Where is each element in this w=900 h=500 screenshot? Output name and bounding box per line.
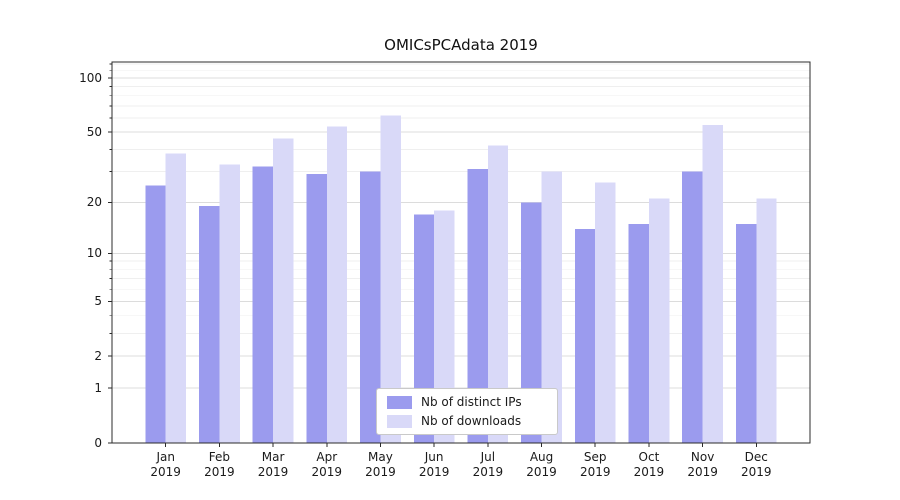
bar-distinct-ips-dec — [735, 223, 757, 443]
x-tick-label-may: May 2019 — [365, 450, 396, 479]
y-tick-label-1: 1 — [94, 380, 102, 395]
bar-distinct-ips-apr — [306, 174, 327, 443]
bar-distinct-ips-mar — [252, 166, 274, 444]
bar-downloads-sep — [595, 182, 616, 444]
y-tick-label-0: 0 — [94, 435, 102, 450]
bar-downloads-aug — [541, 171, 562, 443]
y-tick-label-100: 100 — [79, 70, 102, 85]
bar-distinct-ips-jun — [413, 214, 435, 443]
bar-downloads-jun — [434, 210, 455, 443]
chart-title: OMICsPCAdata 2019 — [384, 36, 538, 54]
y-tick-label-10: 10 — [86, 245, 102, 260]
legend-swatch-distinct-ips-icon — [387, 395, 412, 409]
bar-downloads-may — [380, 115, 401, 444]
x-tick-label-jan: Jan 2019 — [150, 450, 181, 479]
legend: Nb of distinct IPs Nb of downloads — [376, 388, 558, 435]
legend-item-distinct-ips: Nb of distinct IPs — [387, 395, 547, 409]
y-tick-label-5: 5 — [94, 293, 102, 308]
bar-distinct-ips-nov — [682, 171, 703, 443]
bar-downloads-jan — [165, 153, 187, 443]
x-tick-label-nov: Nov 2019 — [687, 450, 718, 479]
legend-swatch-downloads-icon — [387, 414, 412, 428]
bar-downloads-oct — [648, 198, 670, 443]
x-tick-label-feb: Feb 2019 — [204, 450, 235, 479]
x-tick-label-dec: Dec 2019 — [741, 450, 772, 479]
bar-distinct-ips-feb — [198, 206, 220, 443]
bar-downloads-nov — [702, 124, 724, 444]
x-tick-label-jun: Jun 2019 — [418, 450, 450, 479]
bar-downloads-mar — [273, 138, 294, 443]
x-tick-label-mar: Mar 2019 — [257, 450, 289, 479]
plot-border — [111, 61, 811, 444]
y-tick-label-2: 2 — [94, 348, 102, 363]
x-tick-label-aug: Aug 2019 — [526, 450, 557, 479]
x-tick-label-apr: Apr 2019 — [311, 450, 343, 479]
bar-distinct-ips-jan — [145, 185, 166, 444]
legend-label-distinct-ips: Nb of distinct IPs — [421, 395, 522, 409]
bar-distinct-ips-sep — [574, 228, 596, 443]
x-tick-label-oct: Oct 2019 — [633, 450, 665, 479]
bar-downloads-feb — [219, 164, 240, 444]
y-tick-label-20: 20 — [86, 194, 102, 209]
bar-downloads-apr — [326, 126, 348, 443]
legend-label-downloads: Nb of downloads — [421, 414, 522, 428]
legend-item-downloads: Nb of downloads — [387, 414, 547, 428]
y-tick-label-50: 50 — [86, 124, 102, 139]
x-tick-label-sep: Sep 2019 — [579, 450, 611, 479]
bar-distinct-ips-jul — [467, 169, 488, 443]
bar-downloads-jul — [487, 145, 509, 444]
bar-downloads-dec — [756, 198, 777, 443]
bar-distinct-ips-may — [360, 171, 381, 443]
bar-distinct-ips-oct — [628, 223, 649, 443]
x-tick-label-jul: Jul 2019 — [472, 450, 504, 479]
bar-distinct-ips-aug — [521, 202, 542, 443]
